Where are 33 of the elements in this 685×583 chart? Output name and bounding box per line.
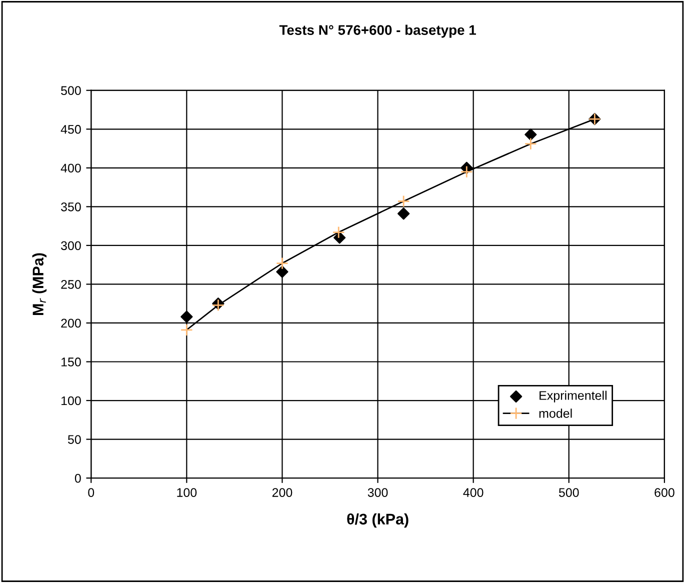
x-tick-label: 300 — [368, 488, 388, 497]
point — [180, 310, 193, 323]
y-tick-label: 350 — [61, 202, 81, 212]
point — [180, 324, 193, 336]
chart-title: Tests N° 576+600 - basetype 1 — [279, 24, 476, 38]
x-tick-label: 400 — [463, 488, 484, 497]
y-tick-label: 0 — [74, 474, 81, 483]
x-tick-label: 0 — [88, 488, 94, 497]
x-tick-label: 100 — [177, 488, 197, 497]
point — [460, 166, 473, 178]
x-tick-label: 500 — [558, 488, 579, 497]
y-tick-label: 400 — [60, 164, 81, 173]
point — [397, 194, 410, 208]
y-tick-label: 300 — [61, 241, 81, 250]
x-tick-label: 200 — [272, 488, 292, 497]
y-axis-title: M$_{r}$ (MPa) — [32, 253, 47, 315]
point — [276, 257, 288, 270]
point — [524, 138, 537, 150]
point — [332, 226, 345, 239]
y-tick-label: 250 — [61, 280, 81, 289]
point — [398, 208, 410, 220]
y-tick-label: 100 — [61, 396, 81, 406]
point — [524, 128, 537, 141]
x-tick-label: 600 — [654, 488, 674, 497]
y-tick-label: 500 — [61, 86, 81, 96]
y-tick-label: 450 — [60, 124, 81, 134]
legend-label: model — [539, 408, 572, 418]
y-tick-label: 150 — [61, 358, 81, 366]
y-tick-label: 50 — [68, 435, 81, 444]
y-tick-label: 200 — [61, 318, 81, 328]
legend-label: Exprimentell — [540, 390, 606, 402]
point — [276, 266, 288, 278]
x-axis-title: θ/3 (kPa) — [347, 513, 408, 528]
